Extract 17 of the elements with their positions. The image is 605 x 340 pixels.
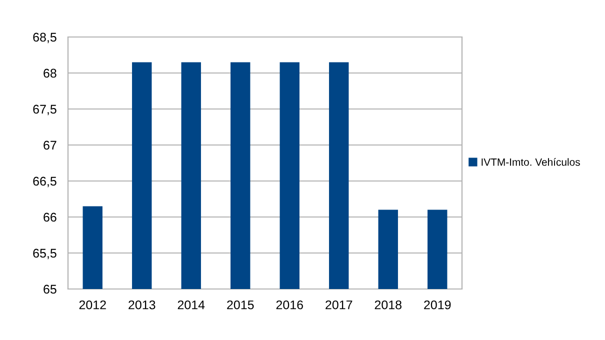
- x-tick-label: 2013: [128, 300, 156, 310]
- x-tick-label: 2015: [227, 300, 254, 310]
- x-tick-label: 2014: [178, 300, 205, 310]
- y-tick-label: 66: [44, 212, 56, 222]
- y-tick-label: 67: [44, 140, 56, 150]
- y-tick-label: 68,5: [33, 32, 56, 44]
- y-tick-label: 66,5: [33, 176, 56, 188]
- x-tick-label: 2012: [79, 300, 106, 310]
- y-tick-label: 65: [44, 284, 56, 294]
- y-tick-label: 67,5: [33, 104, 56, 116]
- legend-label: IVTM-Imto. Vehículos: [482, 158, 580, 166]
- x-tick-label: 2016: [276, 300, 303, 310]
- y-tick-label: 68: [44, 68, 56, 78]
- y-tick-label: 65,5: [33, 248, 56, 260]
- x-tick-label: 2019: [424, 300, 451, 310]
- x-tick-label: 2017: [326, 300, 352, 310]
- x-tick-label: 2018: [374, 300, 402, 310]
